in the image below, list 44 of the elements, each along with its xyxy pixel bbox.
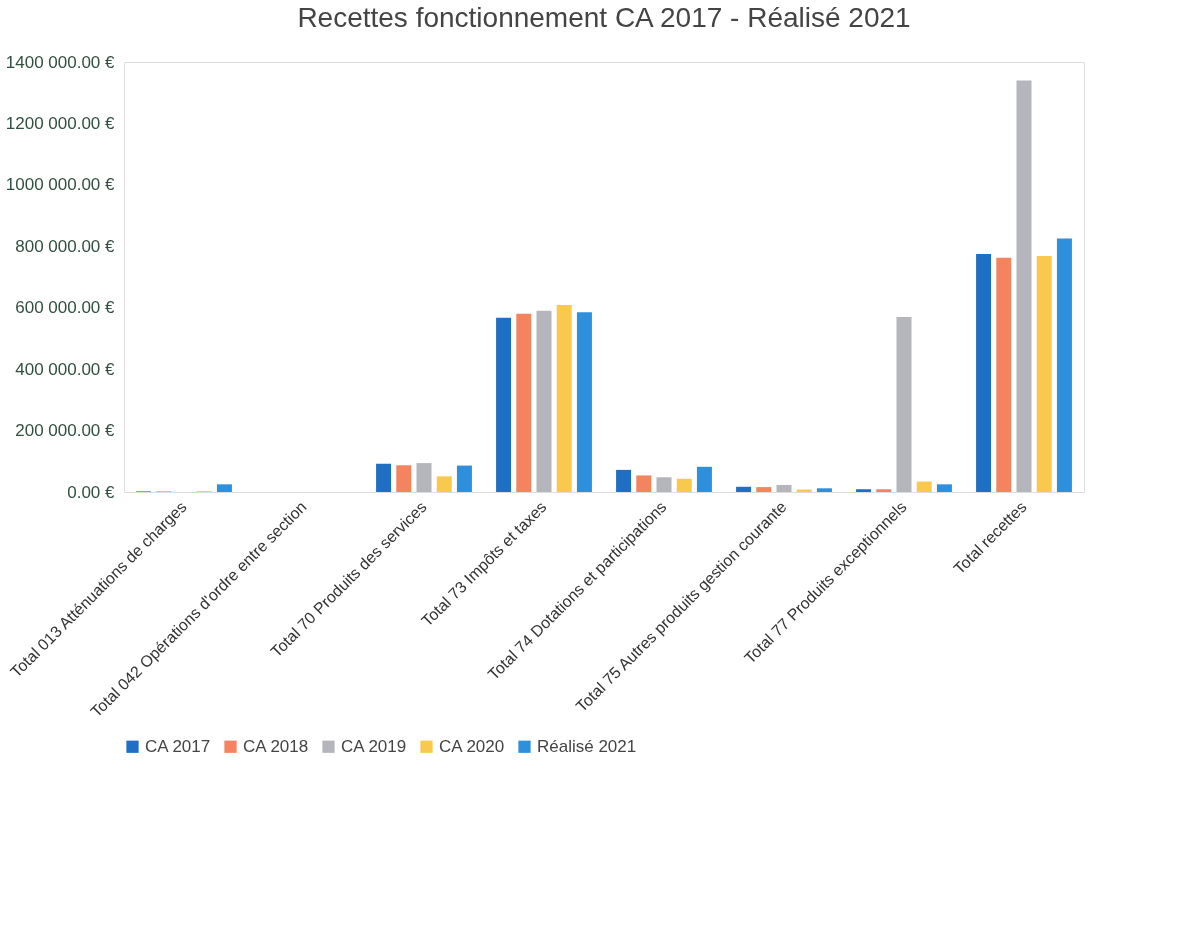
legend-label: CA 2019 xyxy=(341,736,407,756)
bar xyxy=(876,489,892,492)
y-tick-label: 200 000.00 € xyxy=(15,421,116,441)
bar xyxy=(516,313,532,492)
legend-label: Réalisé 2021 xyxy=(537,736,637,756)
y-tick-label: 400 000.00 € xyxy=(15,359,116,379)
bar xyxy=(556,304,572,492)
bar xyxy=(216,484,232,492)
bar xyxy=(376,463,392,492)
bar xyxy=(1056,238,1072,492)
bar xyxy=(1036,256,1052,492)
y-tick-label: 800 000.00 € xyxy=(15,236,116,256)
chart-title: Recettes fonctionnement CA 2017 - Réalisé 2021 xyxy=(297,2,911,33)
bar xyxy=(996,257,1012,492)
bar xyxy=(396,465,412,492)
y-tick-label: 1400 000.00 € xyxy=(5,52,116,72)
bar xyxy=(436,476,452,492)
bar xyxy=(536,310,552,492)
y-tick-label: 600 000.00 € xyxy=(15,298,116,318)
y-tick-label: 0.00 € xyxy=(67,482,116,502)
bar xyxy=(856,489,872,492)
bar xyxy=(496,317,512,492)
legend-label: CA 2017 xyxy=(145,736,211,756)
legend-label: CA 2020 xyxy=(439,736,505,756)
bar xyxy=(736,486,752,492)
bar xyxy=(776,484,792,492)
y-tick-label: 1200 000.00 € xyxy=(5,113,116,133)
bar xyxy=(896,316,912,492)
bar xyxy=(916,481,932,492)
bar xyxy=(756,487,772,492)
bar xyxy=(576,312,592,492)
bar xyxy=(636,475,652,492)
bar xyxy=(416,463,432,492)
bar xyxy=(696,466,712,492)
legend-label: CA 2018 xyxy=(243,736,309,756)
bar xyxy=(676,478,692,492)
bar xyxy=(936,484,952,492)
bar xyxy=(976,253,992,492)
bar xyxy=(456,465,472,492)
bar xyxy=(816,488,832,492)
bar xyxy=(616,469,632,492)
y-tick-label: 1000 000.00 € xyxy=(5,175,116,195)
bar xyxy=(1016,80,1032,492)
bar xyxy=(656,477,672,492)
